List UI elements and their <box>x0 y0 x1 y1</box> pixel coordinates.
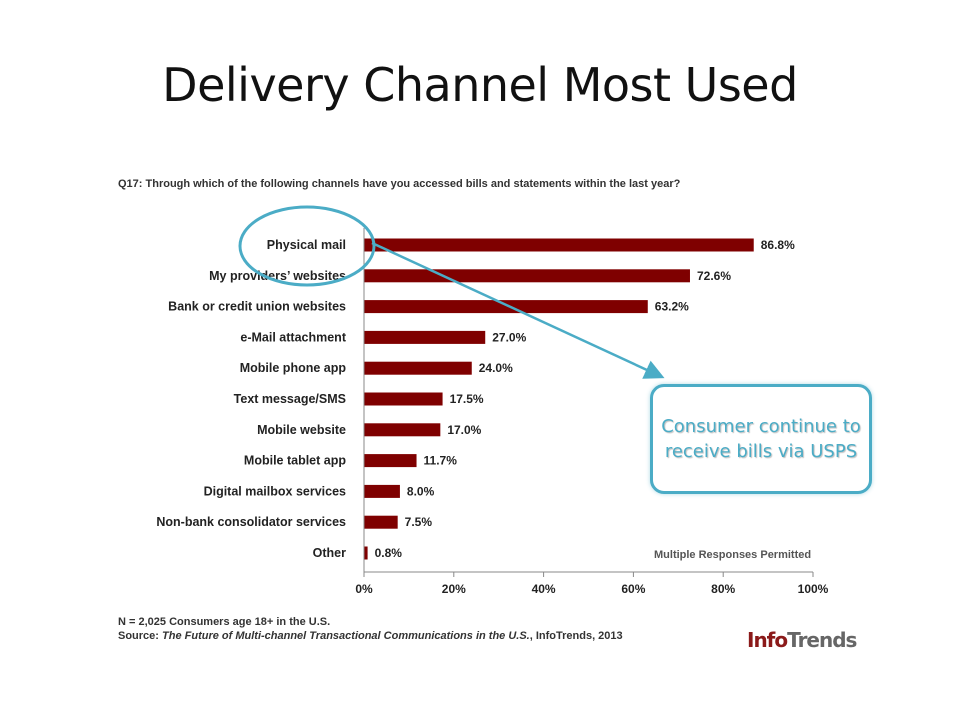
x-tick-label-1: 20% <box>442 582 466 596</box>
category-label-9: Non-bank consolidator services <box>156 515 346 529</box>
value-label-0: 86.8% <box>761 238 795 252</box>
value-label-4: 24.0% <box>479 361 513 375</box>
bar-0 <box>364 238 754 252</box>
category-label-2: Bank or credit union websites <box>168 300 346 314</box>
source-title: The Future of Multi-channel Transactiona… <box>162 630 530 642</box>
x-tick-label-4: 80% <box>711 582 735 596</box>
bars-group: Physical mail 86.8% My providers’ websites… <box>156 238 795 560</box>
value-label-5: 17.5% <box>450 392 484 406</box>
x-tick-label-0: 0% <box>355 582 373 596</box>
footnote: N = 2,025 Consumers age 18+ in the U.S. … <box>118 615 623 643</box>
category-label-5: Text message/SMS <box>234 392 346 406</box>
responses-note: Multiple Responses Permitted <box>654 549 812 561</box>
bar-5 <box>364 392 443 406</box>
category-label-1: My providers’ websites <box>209 269 346 283</box>
value-label-7: 11.7% <box>424 454 458 468</box>
bar-9 <box>364 515 398 529</box>
bar-2 <box>364 300 648 314</box>
bar-10 <box>364 546 368 560</box>
value-label-8: 8.0% <box>407 484 435 498</box>
sample-note: N = 2,025 Consumers age 18+ in the U.S. <box>118 616 331 628</box>
value-label-2: 63.2% <box>655 300 689 314</box>
value-label-3: 27.0% <box>492 330 526 344</box>
x-tick-label-5: 100% <box>798 582 829 596</box>
x-axis: 0% 20% 40% 60% 80% 100% <box>355 228 829 596</box>
category-label-10: Other <box>313 546 346 560</box>
logo-part-info: Info <box>747 628 788 652</box>
value-label-6: 17.0% <box>447 423 481 437</box>
slide-title: Delivery Channel Most Used <box>162 58 798 112</box>
x-tick-label-2: 40% <box>532 582 556 596</box>
category-label-6: Mobile website <box>257 423 346 437</box>
category-label-0: Physical mail <box>267 238 346 252</box>
source-note: Source: The Future of Multi-channel Tran… <box>118 629 623 643</box>
category-label-4: Mobile phone app <box>240 361 347 375</box>
callout-arrow <box>371 241 665 379</box>
value-label-1: 72.6% <box>697 269 731 283</box>
bar-4 <box>364 361 472 375</box>
callout-box: Consumer continue to receive bills via U… <box>650 384 872 494</box>
source-suffix: , InfoTrends, 2013 <box>529 630 623 642</box>
source-prefix: Source: <box>118 630 163 642</box>
category-label-7: Mobile tablet app <box>244 454 346 468</box>
logo-part-trends: Trends <box>787 628 857 652</box>
annotation-group <box>238 205 665 379</box>
infotrends-logo: InfoTrends <box>747 628 857 652</box>
x-tick-label-3: 60% <box>621 582 645 596</box>
highlight-ellipse <box>238 205 376 287</box>
value-label-9: 7.5% <box>405 515 433 529</box>
category-label-3: e-Mail attachment <box>240 330 346 344</box>
bar-1 <box>364 269 690 283</box>
bar-8 <box>364 484 400 498</box>
bar-6 <box>364 423 441 437</box>
value-label-10: 0.8% <box>375 546 403 560</box>
chart-question: Q17: Through which of the following chan… <box>118 178 681 190</box>
bar-7 <box>364 454 417 468</box>
category-label-8: Digital mailbox services <box>204 484 346 498</box>
callout-text: Consumer continue to receive bills via U… <box>661 416 861 462</box>
bar-3 <box>364 330 486 344</box>
